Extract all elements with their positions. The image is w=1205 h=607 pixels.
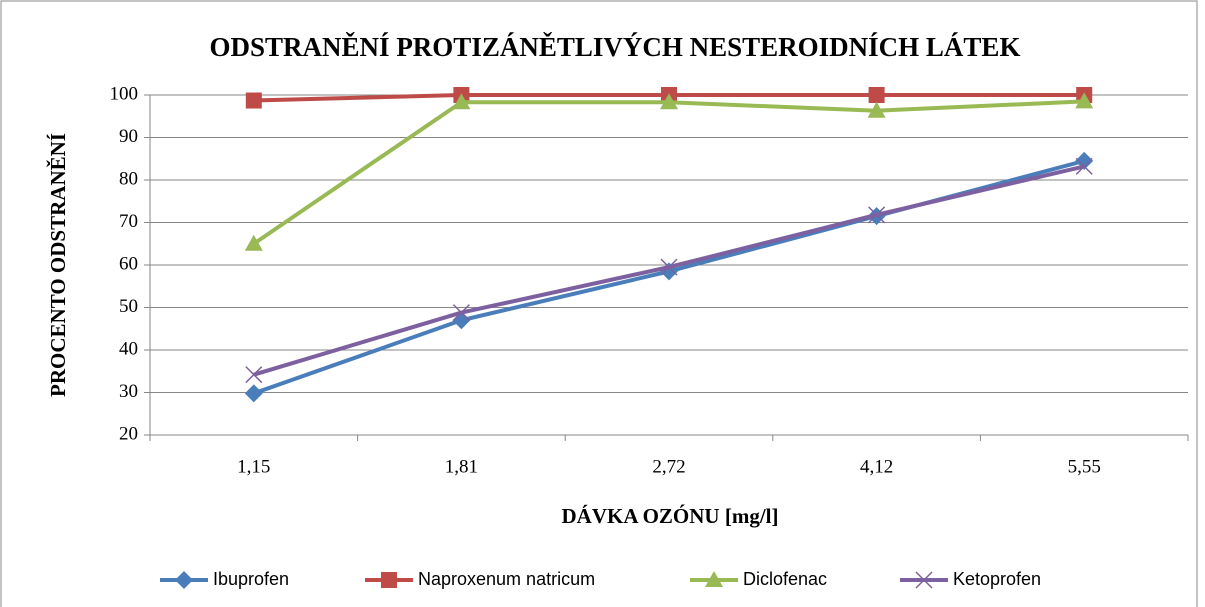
data-point bbox=[867, 101, 886, 118]
legend-label: Ketoprofen bbox=[953, 569, 1041, 589]
data-point bbox=[244, 384, 263, 403]
data-point bbox=[245, 92, 262, 109]
y-tick-label: 100 bbox=[110, 83, 139, 104]
legend-marker bbox=[175, 571, 193, 589]
y-tick-label: 70 bbox=[119, 211, 138, 232]
data-point bbox=[1075, 157, 1093, 175]
y-tick-label: 50 bbox=[119, 296, 138, 317]
x-tick-label: 1,81 bbox=[445, 456, 478, 477]
legend-label: Diclofenac bbox=[743, 569, 827, 589]
x-axis-label: DÁVKA OZÓNU [mg/l] bbox=[562, 504, 779, 528]
data-point bbox=[452, 304, 470, 322]
data-point bbox=[245, 366, 263, 384]
data-point bbox=[1075, 151, 1094, 170]
legend-label: Ibuprofen bbox=[213, 569, 289, 589]
data-point bbox=[452, 93, 471, 110]
data-point bbox=[244, 234, 263, 251]
legend-marker bbox=[705, 571, 723, 587]
legend-marker bbox=[915, 571, 933, 589]
y-axis-label: PROCENTO ODSTRANĚNÍ bbox=[46, 133, 70, 397]
y-tick-label: 60 bbox=[119, 253, 138, 274]
x-tick-label: 5,55 bbox=[1068, 456, 1101, 477]
x-tick-label: 1,15 bbox=[237, 456, 270, 477]
data-point bbox=[660, 93, 678, 110]
data-point bbox=[1075, 92, 1094, 109]
x-tick-label: 4,12 bbox=[860, 456, 893, 477]
legend-label: Naproxenum natricum bbox=[418, 569, 595, 589]
x-tick-label: 2,72 bbox=[652, 456, 685, 477]
chart-title: ODSTRANĚNÍ PROTIZÁNĚTLIVÝCH NESTEROIDNÍC… bbox=[210, 32, 1021, 62]
data-point bbox=[868, 206, 886, 224]
y-tick-label: 20 bbox=[119, 423, 138, 444]
data-point bbox=[660, 258, 678, 276]
legend-marker bbox=[381, 572, 397, 588]
y-tick-label: 80 bbox=[119, 168, 138, 189]
y-tick-label: 30 bbox=[119, 381, 138, 402]
y-tick-label: 40 bbox=[119, 338, 138, 359]
y-tick-label: 90 bbox=[119, 126, 138, 147]
data-point bbox=[868, 87, 885, 103]
